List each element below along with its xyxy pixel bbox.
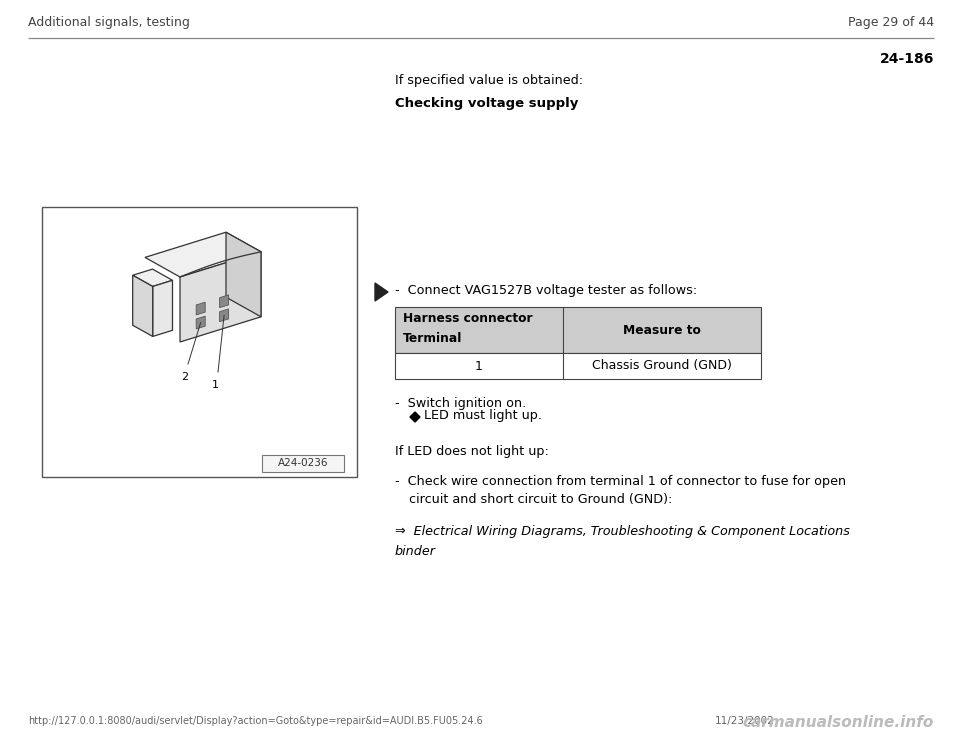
Text: Chassis Ground (GND): Chassis Ground (GND) [592,360,732,372]
Bar [262,455,344,472]
Bar [42,207,357,477]
Text: Additional signals, testing: Additional signals, testing [28,16,190,29]
Polygon shape [375,283,388,301]
Text: circuit and short circuit to Ground (GND):: circuit and short circuit to Ground (GND… [409,493,672,506]
Polygon shape [226,232,261,317]
Text: ⇒  Electrical Wiring Diagrams, Troubleshooting & Component Locations: ⇒ Electrical Wiring Diagrams, Troublesho… [395,525,850,538]
Polygon shape [220,309,228,322]
Polygon shape [220,295,228,308]
Text: Harness connector: Harness connector [403,312,533,325]
Polygon shape [153,280,173,336]
Text: 24-186: 24-186 [879,52,934,66]
Bar [395,307,761,353]
Text: Page 29 of 44: Page 29 of 44 [848,16,934,29]
Text: -  Switch ignition on.: - Switch ignition on. [395,397,526,410]
Text: LED must light up.: LED must light up. [424,409,542,422]
Text: If specified value is obtained:: If specified value is obtained: [395,74,583,87]
Text: 2: 2 [181,372,188,382]
Polygon shape [196,316,205,329]
Polygon shape [132,275,153,336]
Polygon shape [410,412,420,422]
Bar [395,353,761,379]
Text: 1: 1 [211,380,219,390]
Text: binder: binder [395,545,436,558]
Text: 1: 1 [475,360,483,372]
Polygon shape [132,269,173,286]
Text: http://127.0.0.1:8080/audi/servlet/Display?action=Goto&type=repair&id=AUDI.B5.FU: http://127.0.0.1:8080/audi/servlet/Displ… [28,716,483,726]
Polygon shape [196,302,205,315]
Text: Terminal: Terminal [403,332,463,345]
Text: Checking voltage supply: Checking voltage supply [395,97,578,110]
Text: 11/23/2002: 11/23/2002 [715,716,775,726]
Text: carmanualsonline.info: carmanualsonline.info [743,715,934,730]
Polygon shape [145,232,261,277]
Text: If LED does not light up:: If LED does not light up: [395,445,549,458]
Text: -  Connect VAG1527B voltage tester as follows:: - Connect VAG1527B voltage tester as fol… [395,284,697,297]
Text: Measure to: Measure to [623,324,701,337]
Polygon shape [180,252,261,342]
Text: -  Check wire connection from terminal 1 of connector to fuse for open: - Check wire connection from terminal 1 … [395,475,846,488]
Text: A24-0236: A24-0236 [277,459,328,468]
